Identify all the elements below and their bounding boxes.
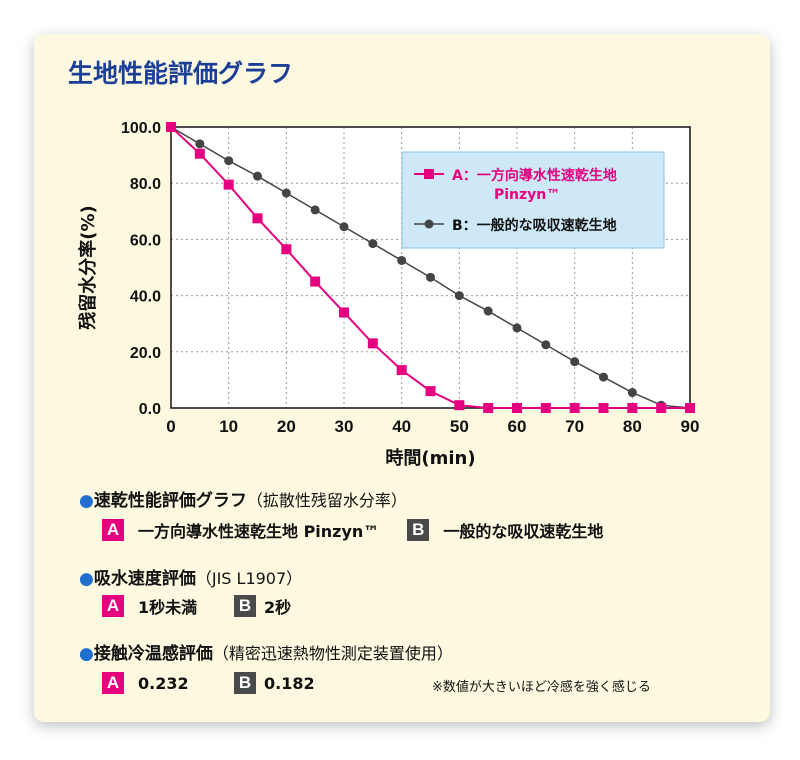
data-point-a <box>627 403 638 413</box>
data-point-b <box>454 291 464 301</box>
x-tick-label: 30 <box>335 417 354 436</box>
y-axis-label: 残留水分率(%) <box>77 205 99 330</box>
data-point-b <box>195 139 205 149</box>
data-point-a <box>166 122 176 132</box>
data-point-b <box>310 205 320 215</box>
graph-legend-row: A 一方向導水性速乾生地 Pinzyn™ B 一般的な吸収速乾生地 <box>102 518 603 542</box>
contact-note: （精密迅速熱物性測定装置使用） <box>212 644 453 663</box>
badge-a: A <box>102 595 124 617</box>
card: 生地性能評価グラフ 0.0 20.0 40.0 60.0 80.0 100.0 0 10 20 3… <box>34 34 770 722</box>
data-point-a <box>598 403 609 413</box>
x-tick-label: 80 <box>623 417 642 436</box>
y-tick-label: 0.0 <box>139 401 161 418</box>
data-point-b <box>339 222 349 232</box>
data-point-a <box>425 386 436 397</box>
y-tick-label: 100.0 <box>121 120 161 137</box>
data-point-b <box>224 156 234 166</box>
x-tick-label: 70 <box>565 417 584 436</box>
data-point-a <box>569 403 580 413</box>
legend-label-a-line2: Pinzyn™ <box>494 187 560 203</box>
graph-b-text: 一般的な吸収速乾生地 <box>443 522 604 541</box>
legend-marker-a <box>424 169 434 179</box>
data-point-a <box>454 400 465 411</box>
data-point-a <box>339 307 349 318</box>
x-tick-label: 40 <box>392 417 411 436</box>
data-point-b <box>541 340 551 350</box>
absorption-section-heading: ●吸水速度評価（JIS L1907） <box>79 564 302 589</box>
graph-a-text: 一方向導水性速乾生地 Pinzyn™ <box>138 522 380 541</box>
x-tick-label: 0 <box>166 417 175 436</box>
data-point-a <box>685 403 695 413</box>
x-tick-label: 90 <box>681 417 700 436</box>
contact-remark: ※数値が大きいほど冷感を強く感じる <box>432 680 651 695</box>
data-point-b <box>368 239 378 249</box>
x-tick-label: 20 <box>277 417 296 436</box>
x-tick-label: 60 <box>508 417 527 436</box>
graph-heading: 速乾性能評価グラフ <box>93 491 247 511</box>
data-point-a <box>310 276 321 287</box>
data-point-b <box>397 255 407 265</box>
contact-section-heading: ●接触冷温感評価（精密迅速熱物性測定装置使用） <box>79 639 453 664</box>
graph-note: （拡散性残留水分率） <box>246 491 407 510</box>
graph-section-heading: ●速乾性能評価グラフ（拡散性残留水分率） <box>79 486 407 511</box>
absorption-note: （JIS L1907） <box>195 569 303 588</box>
data-point-b <box>253 171 262 181</box>
data-point-b <box>281 188 291 198</box>
bullet-icon: ● <box>79 569 94 589</box>
contact-heading: 接触冷温感評価 <box>93 644 213 664</box>
plot-frame <box>170 126 691 409</box>
absorption-a-value: 1秒未満 <box>138 598 198 617</box>
data-point-a <box>281 244 292 255</box>
absorption-b-value: 2秒 <box>264 598 292 617</box>
data-point-a <box>223 179 234 190</box>
x-tick-label: 10 <box>219 417 238 436</box>
y-tick-label: 20.0 <box>130 345 161 362</box>
badge-b: B <box>234 672 256 694</box>
contact-b-value: 0.182 <box>264 673 315 693</box>
absorption-row: A 1秒未満 B 2秒 <box>102 594 291 618</box>
data-point-a <box>512 403 522 413</box>
legend-label-b: B：一般的な吸収速乾生地 <box>452 217 617 234</box>
contact-row: A 0.232 B 0.182 <box>102 672 315 694</box>
data-point-a <box>194 148 205 159</box>
bullet-icon: ● <box>79 491 94 511</box>
chart-title: 生地性能評価グラフ <box>68 59 294 88</box>
data-point-b <box>627 388 637 398</box>
data-point-b <box>426 272 435 282</box>
legend-box <box>401 151 665 249</box>
data-point-b <box>570 357 580 367</box>
data-point-a <box>252 213 263 224</box>
data-point-a <box>540 403 551 413</box>
legend-marker-b <box>424 219 434 229</box>
badge-b: B <box>234 595 256 617</box>
x-axis-label: 時間(min) <box>385 448 475 469</box>
data-point-a <box>483 403 494 413</box>
x-tick-label: 50 <box>450 417 469 436</box>
badge-a: A <box>102 519 124 541</box>
data-point-a <box>656 403 667 413</box>
absorption-heading: 吸水速度評価 <box>93 569 196 589</box>
data-point-a <box>396 365 407 376</box>
badge-b: B <box>407 519 430 541</box>
legend-label-a: A：一方向導水性速乾生地 <box>452 167 617 184</box>
data-point-b <box>483 306 493 316</box>
chart: 0.0 20.0 40.0 60.0 80.0 100.0 0 10 20 30 40 50 60 70 8… <box>77 120 700 469</box>
contact-a-value: 0.232 <box>138 673 189 693</box>
data-point-b <box>512 323 522 333</box>
y-tick-label: 40.0 <box>130 289 161 306</box>
y-tick-label: 60.0 <box>130 232 161 249</box>
bullet-icon: ● <box>79 644 94 664</box>
data-point-b <box>599 372 608 382</box>
data-point-a <box>367 338 378 349</box>
y-tick-label: 80.0 <box>130 176 161 193</box>
badge-a: A <box>102 672 124 694</box>
